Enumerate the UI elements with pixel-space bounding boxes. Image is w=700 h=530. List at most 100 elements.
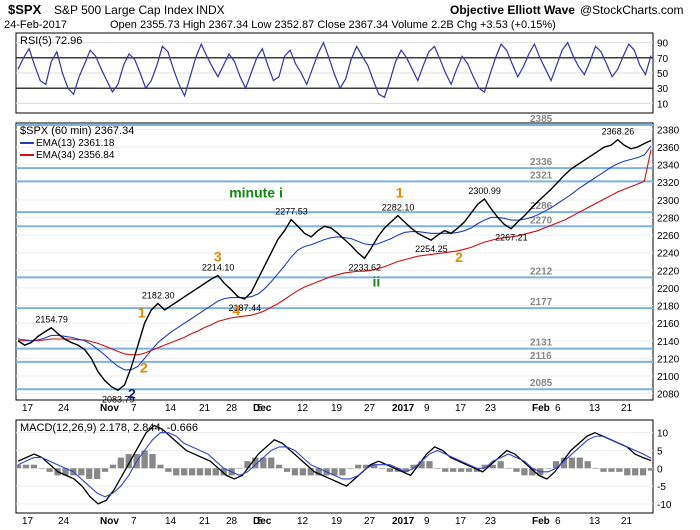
x-tick-label: 13 [589,403,601,414]
price-annotation: 2154.79 [35,315,68,325]
macd-tick-label: 0 [657,464,663,475]
price-annotation: 2300.99 [468,186,501,196]
macd-histogram-bar [173,468,180,476]
macd-histogram-bar [608,468,615,472]
macd-histogram-bar [386,468,394,472]
date: 24-Feb-2017 [4,19,67,31]
x-tick-label: 14 [165,516,177,527]
x-tick-label: 24 [58,516,70,527]
price-panel [15,122,654,401]
rsi-tick-label: 70 [657,54,669,65]
x-tick-label: Dec [253,516,272,527]
level-label: 2336 [530,157,553,168]
macd-histogram-bar [584,461,591,469]
macd-line [17,424,652,505]
macd-histogram-bar [299,468,306,476]
wave-label: 1 [138,305,146,321]
macd-histogram-bar [560,457,568,469]
macd-histogram-bar [647,468,655,471]
index-name: S&P 500 Large Cap Index [54,3,193,17]
price-annotation: 2368.26 [602,127,635,137]
x-tick-label: Feb [532,516,550,527]
x-tick-label: 2017 [392,403,415,414]
price-annotation: 2282.10 [382,203,415,213]
price-tick-label: 2160 [657,319,680,330]
macd-histogram-bar [402,468,409,472]
price-annotation: 2254.25 [415,244,448,254]
level-label: 2116 [530,351,552,362]
rsi-title: RSI(5) 72.96 [20,35,82,47]
price-tick-label: 2220 [657,266,680,277]
level-label: 2085 [530,378,553,389]
macd-tick-label: 10 [657,429,669,440]
macd-histogram-bar [93,468,101,479]
macd-histogram-bar [260,457,267,469]
x-tick-label: 17 [22,403,34,414]
x-tick-label: 12 [297,516,309,527]
macd-histogram-bar [244,461,251,469]
price-annotation: 2187.44 [229,303,262,313]
wave-label: 2 [128,385,136,401]
macd-histogram-bar [14,464,22,469]
level-label: 2321 [530,170,553,181]
price-tick-label: 2300 [657,196,680,207]
x-tick-label: 7 [131,403,137,414]
wave-label: ii [372,273,380,289]
x-tick-label: 27 [364,516,376,527]
macd-histogram-bar [125,454,132,469]
x-tick-label: 28 [226,403,238,414]
macd-histogram-bar [212,468,219,476]
credit: @StockCharts.com [580,3,684,17]
x-tick-label: 5 [257,403,263,414]
macd-plot: -10 -5 0 5 10 [14,424,672,511]
wave-label: 2 [140,359,148,375]
macd-histogram-bar [236,468,243,469]
x-tick-label: 21 [621,516,633,527]
macd-histogram-bar [552,461,560,469]
rsi-tick-label: 10 [657,99,669,110]
macd-histogram-bar [450,468,457,472]
x-tick-label: Nov [100,516,119,527]
macd-histogram-bar [291,468,299,476]
price-line [17,138,652,392]
x-tick-label: Nov [100,403,119,414]
ema13-legend: EMA(13) 2361.18 [36,138,115,149]
x-tick-label: 21 [199,403,211,414]
macd-tick-label: 5 [657,446,663,457]
price-annotation: 2233.62 [348,262,381,272]
macd-histogram-bar [331,468,338,476]
macd-histogram-bar [46,468,53,472]
price-tick-label: 2120 [657,354,680,365]
price-tick-label: 2360 [657,143,680,154]
x-tick-label: 17 [22,516,34,527]
macd-histogram-bar [624,468,631,476]
source-title: Objective Elliott Wave [450,3,575,17]
x-tick-label: Feb [532,403,550,414]
x-tick-label: 9 [424,403,430,414]
price-plot: 2080 2100 2120 2140 2160 2180 2200 2220 2240 2260… [16,114,680,404]
macd-histogram-bar [378,468,386,469]
macd-histogram-bar [196,468,204,476]
macd-histogram-bar [149,454,156,469]
macd-tick-label: -5 [657,482,666,493]
price-annotation: 2277.53 [275,207,308,217]
macd-histogram-bar [101,468,109,472]
macd-histogram-bar [418,461,425,469]
ema13-line [17,145,652,371]
x-tick-label: 19 [331,516,343,527]
x-tick-label: Dec [253,403,272,414]
macd-histogram-bar [283,468,291,472]
x-tick-label: 23 [485,403,497,414]
macd-histogram-bar [473,468,481,472]
price-title: $SPX (60 min) 2367.34 [20,125,134,137]
x-tick-label: 23 [485,516,497,527]
macd-histogram-bar [521,468,528,476]
x-axis: 17172424NovNov77141421212828DecDec551212… [22,403,633,527]
macd-histogram-bar [481,464,488,469]
macd-histogram-bar [157,464,164,469]
macd-histogram-bar [513,468,520,472]
x-tick-label: 21 [621,403,633,414]
macd-histogram-bar [252,457,259,469]
rsi-tick-label: 90 [657,39,669,50]
